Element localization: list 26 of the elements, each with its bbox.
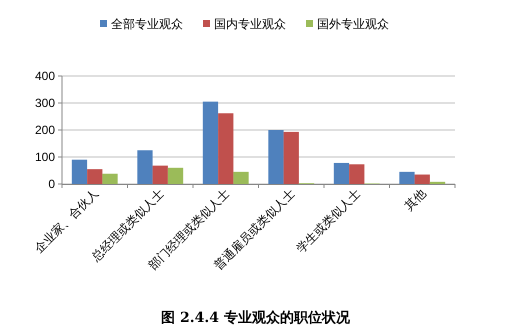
legend-label: 全部专业观众 [111, 17, 183, 31]
y-tick-label: 200 [34, 123, 56, 137]
bar [72, 160, 88, 184]
bar [202, 102, 218, 184]
bar [349, 164, 364, 184]
bar [102, 174, 118, 184]
y-tick-label: 100 [34, 150, 56, 164]
y-tick-label: 300 [34, 96, 56, 110]
legend-label: 国外专业观众 [317, 17, 389, 31]
bar [233, 172, 249, 184]
y-tick-label: 400 [34, 69, 56, 83]
y-tick-label: 0 [48, 177, 56, 191]
bar [284, 132, 299, 184]
bar [137, 150, 153, 184]
x-tick-label: 其他 [402, 186, 428, 214]
bar [414, 174, 430, 184]
bar [268, 130, 284, 184]
x-tick-label: 学生或类似人士 [294, 186, 363, 256]
bar [334, 162, 350, 184]
bar [152, 166, 168, 184]
legend-label: 国内专业观众 [214, 17, 286, 31]
bar [218, 113, 234, 184]
bar [87, 169, 102, 184]
text: 图 2.4.4 专业观众的职位状况 [161, 309, 351, 326]
bar [168, 168, 184, 184]
bar [399, 172, 415, 184]
